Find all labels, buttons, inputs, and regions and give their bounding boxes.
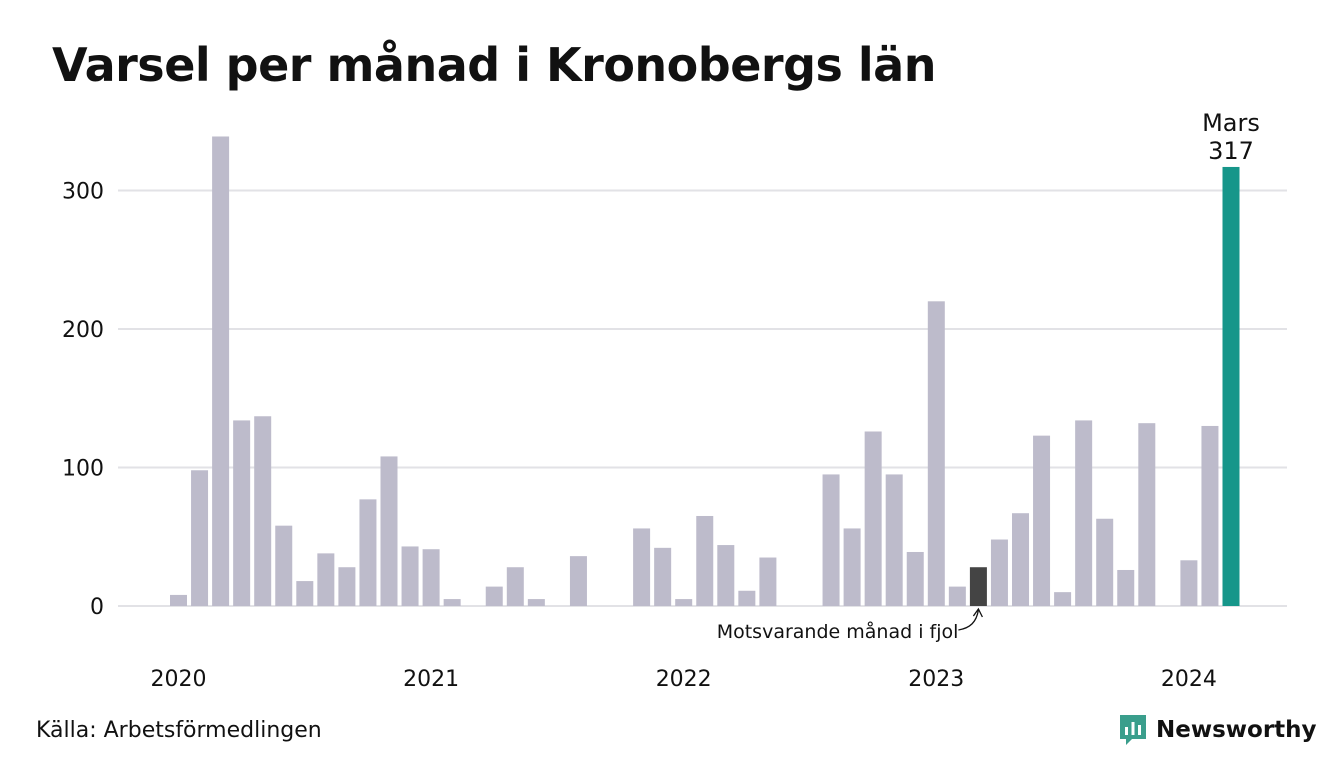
x-tick-label-2023: 2023 (908, 667, 964, 692)
bar-2024-03 (1222, 166, 1240, 606)
y-tick-label: 0 (90, 595, 104, 620)
callout-month: Mars (1202, 109, 1260, 137)
bar-2020-09 (338, 567, 356, 606)
x-axis-tick-labels: 2020 2021 2022 2023 2024 (151, 667, 1217, 692)
chart-title: Varsel per månad i Kronobergs län (52, 38, 936, 92)
previous-year-note: Motsvarande månad i fjol (717, 620, 959, 643)
bar-2023-02 (948, 586, 966, 606)
y-axis-tick-labels: 0 100 200 300 (62, 180, 104, 621)
previous-year-arrow (958, 609, 980, 631)
bar-2020-03 (212, 136, 230, 607)
bar-2020-01 (170, 594, 187, 606)
y-tick-label: 100 (62, 457, 104, 482)
callout-value: 317 (1208, 137, 1254, 165)
bar-2020-07 (296, 581, 314, 606)
newsworthy-logo-text: Newsworthy (1156, 717, 1317, 743)
bar-2024-02 (1201, 425, 1219, 606)
bar-2021-12 (654, 547, 672, 606)
bar-2021-04 (485, 586, 503, 606)
bar-2022-03 (717, 545, 735, 606)
bar-2023-07 (1054, 592, 1072, 606)
bar-2021-06 (527, 599, 545, 606)
x-tick-label-2021: 2021 (403, 667, 459, 692)
newsworthy-logo-icon (1120, 715, 1146, 745)
bar-2020-06 (275, 525, 293, 606)
bar-chart: 0 100 200 300 2020 2021 2022 2023 2024 Mars 317… (62, 109, 1287, 692)
bar-2023-04 (990, 539, 1008, 606)
bar-2020-11 (380, 456, 398, 606)
y-tick-label: 300 (62, 180, 104, 205)
bar-2023-06 (1033, 435, 1051, 606)
bar-2022-02 (696, 515, 714, 606)
bar-2022-11 (885, 474, 903, 606)
bar-2020-12 (401, 546, 419, 606)
bar-2022-12 (906, 551, 924, 606)
bar-2020-08 (317, 553, 335, 606)
bar-2022-01 (675, 599, 693, 606)
x-tick-label-2024: 2024 (1161, 667, 1217, 692)
bar-2021-11 (633, 528, 651, 606)
annotations: Mars 317 Motsvarande månad i fjol (717, 109, 1260, 643)
previous-year-arrowhead (972, 607, 983, 618)
bar-2020-02 (191, 470, 209, 606)
bar-2022-05 (759, 557, 777, 606)
bar-2020-05 (254, 416, 272, 606)
bar-2021-08 (569, 556, 587, 606)
bar-2023-08 (1075, 420, 1093, 606)
bar-2023-09 (1096, 518, 1114, 606)
bar-2022-10 (864, 431, 882, 606)
bar-2020-04 (233, 420, 251, 606)
x-tick-label-2020: 2020 (151, 667, 207, 692)
x-tick-label-2022: 2022 (656, 667, 712, 692)
bar-2020-10 (359, 499, 377, 606)
bar-2021-02 (443, 599, 461, 606)
bar-2022-08 (822, 474, 840, 606)
y-tick-label: 200 (62, 318, 104, 343)
bar-2023-10 (1117, 569, 1135, 606)
bar-2023-05 (1012, 513, 1029, 606)
source-note: Källa: Arbetsförmedlingen (36, 718, 322, 743)
bar-2022-04 (738, 590, 756, 606)
bar-2022-09 (843, 528, 861, 606)
bar-2023-11 (1138, 423, 1156, 606)
bar-2023-03 (969, 567, 987, 606)
bar-2023-01 (927, 301, 945, 606)
bar-2024-01 (1180, 560, 1198, 606)
bar-2021-05 (506, 567, 524, 606)
bar-2021-01 (422, 549, 440, 606)
newsworthy-logo[interactable]: Newsworthy (1118, 713, 1317, 747)
bars (170, 136, 1240, 607)
